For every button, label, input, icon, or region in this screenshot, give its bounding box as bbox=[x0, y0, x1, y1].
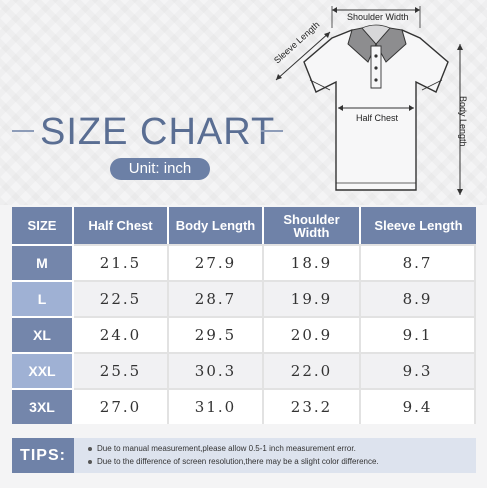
table-cell: 24.0 bbox=[74, 316, 169, 352]
tip-text: Due to manual measurement,please allow 0… bbox=[97, 444, 356, 453]
table-cell: 25.5 bbox=[74, 352, 169, 388]
tip-text: Due to the difference of screen resoluti… bbox=[97, 457, 379, 466]
table-cell: 21.5 bbox=[74, 244, 169, 280]
size-label: 3XL bbox=[12, 388, 74, 424]
header-body-length: Body Length bbox=[169, 207, 264, 244]
half-chest-label: Half Chest bbox=[356, 113, 399, 123]
page-title: SIZE CHART bbox=[40, 111, 276, 153]
table-cell: 27.9 bbox=[169, 244, 264, 280]
table-cell: 22.5 bbox=[74, 280, 169, 316]
header-half-chest: Half Chest bbox=[74, 207, 169, 244]
table-cell: 22.0 bbox=[264, 352, 361, 388]
table-cell: 28.7 bbox=[169, 280, 264, 316]
polo-shirt-icon bbox=[275, 6, 463, 195]
table-cell: 9.4 bbox=[361, 388, 476, 424]
table-cell: 9.1 bbox=[361, 316, 476, 352]
bullet-icon bbox=[88, 446, 92, 451]
table-cell: 27.0 bbox=[74, 388, 169, 424]
tips-label: TIPS: bbox=[12, 438, 74, 473]
size-label: XXL bbox=[12, 352, 74, 388]
tips-box: TIPS: Due to manual measurement,please a… bbox=[12, 438, 476, 473]
table-cell: 8.9 bbox=[361, 280, 476, 316]
shirt-diagram: Shoulder Width Sleeve Length Half Chest … bbox=[270, 0, 487, 205]
title-rule-left bbox=[12, 130, 34, 132]
bullet-icon bbox=[88, 459, 92, 464]
table-cell: 9.3 bbox=[361, 352, 476, 388]
body-length-label: Body Length bbox=[458, 96, 468, 147]
title-rule-right bbox=[261, 130, 283, 132]
shoulder-width-label: Shoulder Width bbox=[347, 12, 409, 22]
tip-item: Due to the difference of screen resoluti… bbox=[88, 457, 379, 466]
header-shoulder-width: Shoulder Width bbox=[264, 207, 361, 244]
unit-badge: Unit: inch bbox=[110, 158, 210, 180]
size-label: L bbox=[12, 280, 74, 316]
table-cell: 29.5 bbox=[169, 316, 264, 352]
table-cell: 30.3 bbox=[169, 352, 264, 388]
table-cell: 23.2 bbox=[264, 388, 361, 424]
size-table: SIZE Half Chest Body Length Shoulder Wid… bbox=[12, 207, 476, 425]
size-label: XL bbox=[12, 316, 74, 352]
size-label: M bbox=[12, 244, 74, 280]
table-cell: 18.9 bbox=[264, 244, 361, 280]
table-cell: 19.9 bbox=[264, 280, 361, 316]
header-size: SIZE bbox=[12, 207, 74, 244]
tip-item: Due to manual measurement,please allow 0… bbox=[88, 444, 356, 453]
title-block: SIZE CHART Unit: inch bbox=[12, 110, 283, 190]
header-sleeve-length: Sleeve Length bbox=[361, 207, 476, 244]
table-cell: 31.0 bbox=[169, 388, 264, 424]
table-cell: 8.7 bbox=[361, 244, 476, 280]
table-cell: 20.9 bbox=[264, 316, 361, 352]
